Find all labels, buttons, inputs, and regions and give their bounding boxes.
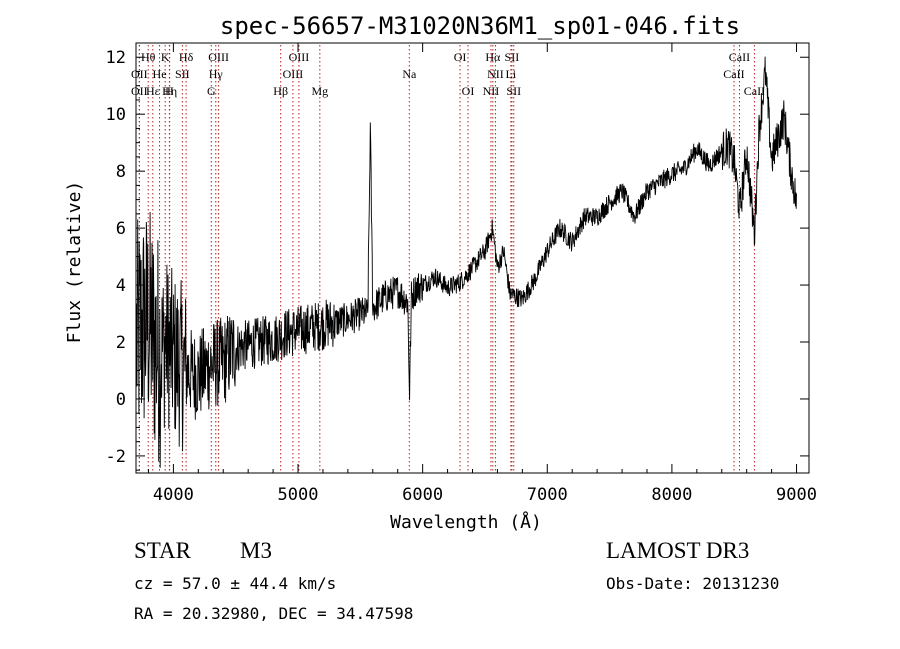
spectral-line-label: Mg bbox=[311, 84, 328, 98]
y-tick-label: 0 bbox=[116, 390, 126, 410]
spectral-line-label: H bbox=[165, 84, 174, 98]
survey-name: LAMOST DR3 bbox=[606, 538, 750, 563]
plot-frame bbox=[135, 42, 810, 474]
spectral-line-label: He bbox=[153, 67, 167, 81]
object-class: STAR bbox=[134, 538, 191, 563]
spectral-line-label: Hα bbox=[485, 50, 501, 64]
spectral-line-label: Hθ bbox=[141, 50, 156, 64]
spectral-line-label: Hδ bbox=[179, 50, 194, 64]
x-axis-label: Wavelength (Å) bbox=[390, 511, 542, 533]
y-tick-label: 10 bbox=[106, 105, 126, 125]
spectral-line-label: OIII bbox=[283, 67, 304, 81]
spectral-line-label: K bbox=[161, 50, 170, 64]
spectral-line-label: G bbox=[207, 84, 216, 98]
spectral-line-label: OI bbox=[462, 84, 475, 98]
coordinates-readout: RA = 20.32980, DEC = 34.47598 bbox=[134, 604, 414, 623]
spectral-line-label: Na bbox=[402, 67, 417, 81]
y-tick-label: -2 bbox=[106, 447, 126, 467]
spectral-line-label: Li bbox=[506, 67, 517, 81]
spectral-line-label: SII bbox=[175, 67, 190, 81]
spectral-line-label: Hβ bbox=[273, 84, 288, 98]
object-subclass: M3 bbox=[240, 538, 272, 563]
x-axis-ticks: 4000 5000 6000 7000 8000 9000 bbox=[147, 43, 817, 505]
x-tick-label: 7000 bbox=[527, 485, 568, 505]
x-tick-label: 6000 bbox=[402, 485, 443, 505]
spectral-line-label: OII bbox=[131, 84, 148, 98]
spectral-line-label: Hη bbox=[162, 84, 177, 98]
spectral-line-label: SII bbox=[505, 50, 520, 64]
observation-date: Obs-Date: 20131230 bbox=[606, 574, 780, 593]
spectral-line-label: SII bbox=[506, 84, 521, 98]
x-tick-label: 9000 bbox=[776, 485, 817, 505]
y-tick-label: 4 bbox=[116, 276, 126, 296]
y-tick-label: 8 bbox=[116, 162, 126, 182]
spectral-line-label: NII bbox=[487, 67, 504, 81]
spectral-line-label: OI bbox=[454, 50, 467, 64]
spectral-line-label: NII bbox=[483, 84, 500, 98]
spectral-line-label: OIII bbox=[289, 50, 310, 64]
x-tick-label: 8000 bbox=[651, 485, 692, 505]
spectral-line-label: Hγ bbox=[209, 67, 224, 81]
spectral-line-label: Hε bbox=[146, 84, 160, 98]
spectral-line-label: OIII bbox=[208, 50, 229, 64]
y-axis-ticks: -2 0 2 4 6 8 10 12 bbox=[106, 42, 809, 471]
spectral-line-markers: Hθ K Hδ OIII OIII OI Hα SII CaII OII He SII Hγ OIII Na… bbox=[131, 45, 765, 473]
spectral-line-label: CaII bbox=[729, 50, 750, 64]
x-tick-label: 4000 bbox=[153, 485, 194, 505]
y-tick-label: 6 bbox=[116, 219, 126, 239]
chart-title: spec-56657-M31020N36M1_sp01-046.fits bbox=[220, 12, 740, 40]
spectrum-line bbox=[136, 56, 797, 468]
spectrum-layer bbox=[136, 56, 797, 468]
y-tick-label: 12 bbox=[106, 48, 126, 68]
redshift-readout: cz = 57.0 ± 44.4 km/s bbox=[134, 574, 337, 593]
spectral-line-label: CaII bbox=[744, 84, 765, 98]
y-axis-label: Flux (relative) bbox=[64, 181, 85, 344]
x-tick-label: 5000 bbox=[278, 485, 319, 505]
y-tick-label: 2 bbox=[116, 333, 126, 353]
spectral-line-label: CaII bbox=[723, 67, 744, 81]
